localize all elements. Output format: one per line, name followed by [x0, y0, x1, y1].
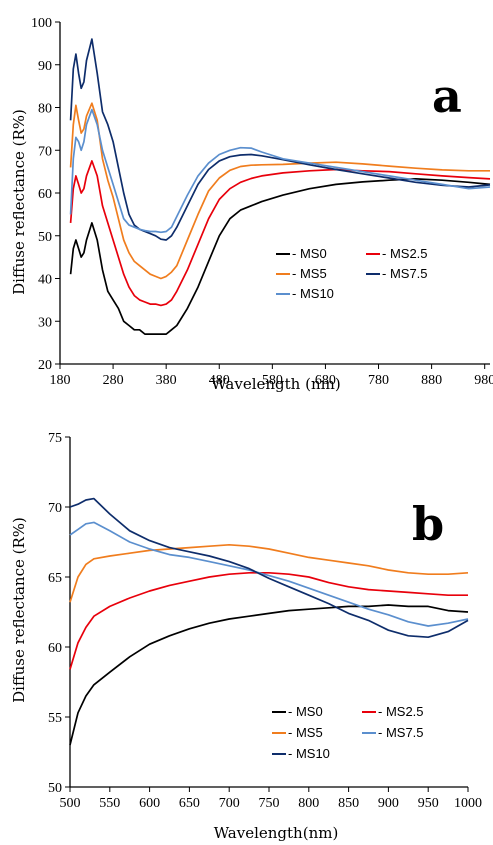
series-line-ms10 [69, 497, 469, 639]
chart-panel-a: Diffuse reflectance (R%) Wavelength (nm)… [10, 16, 493, 393]
y-tick-label: 30 [38, 315, 52, 330]
y-axis-label-a: Diffuse reflectance (R%) [10, 109, 28, 295]
x-tick-label: 800 [298, 796, 319, 811]
legend-label: - MS2.5 [382, 246, 428, 261]
panel-label-a: a [432, 69, 462, 123]
y-tick-label: 70 [48, 501, 62, 516]
x-tick-label: 700 [219, 796, 240, 811]
x-tick-label: 980 [474, 373, 493, 388]
series-line-ms5 [69, 102, 490, 280]
y-tick-label: 50 [38, 230, 52, 245]
x-tick-label: 880 [421, 373, 442, 388]
x-tick-label: 850 [338, 796, 359, 811]
x-tick-label: 180 [50, 373, 71, 388]
y-tick-label: 90 [38, 59, 52, 74]
x-tick-label: 950 [418, 796, 439, 811]
legend-label: - MS5 [292, 266, 327, 281]
legend-label: - MS7.5 [378, 725, 424, 740]
series-line-ms2-5 [69, 160, 491, 307]
series-line-ms0 [69, 604, 469, 746]
x-tick-label: 680 [315, 373, 336, 388]
legend-label: - MS10 [288, 746, 330, 761]
x-tick-label: 280 [103, 373, 124, 388]
legend-label: - MS2.5 [378, 704, 424, 719]
x-tick-label: 580 [262, 373, 283, 388]
x-tick-label: 650 [179, 796, 200, 811]
y-tick-label: 100 [31, 16, 52, 31]
y-tick-label: 65 [48, 571, 62, 586]
x-axis-label-b: Wavelength(nm) [214, 824, 339, 842]
y-tick-label: 55 [48, 711, 62, 726]
x-tick-label: 380 [156, 373, 177, 388]
x-tick-label: 480 [209, 373, 230, 388]
y-tick-label: 60 [38, 187, 52, 202]
x-tick-label: 550 [99, 796, 120, 811]
y-tick-label: 75 [48, 431, 62, 446]
x-tick-label: 780 [368, 373, 389, 388]
series-line-ms5 [69, 543, 469, 603]
y-tick-label: 70 [38, 144, 52, 159]
y-tick-label: 60 [48, 641, 62, 656]
legend-label: - MS10 [292, 286, 334, 301]
chart-panel-b: Diffuse reflectance (R%) Wavelength(nm) … [10, 431, 482, 842]
y-tick-label: 20 [38, 358, 52, 373]
x-tick-label: 900 [378, 796, 399, 811]
x-axis-label-a: Wavelength (nm) [211, 375, 340, 393]
series-line-ms2-5 [69, 571, 468, 670]
y-tick-label: 50 [48, 781, 62, 796]
x-tick-label: 600 [139, 796, 160, 811]
series-line-ms0 [69, 178, 491, 335]
series-line-ms10 [69, 108, 491, 234]
x-tick-label: 1000 [454, 796, 482, 811]
series-line-ms7-5 [69, 38, 491, 241]
y-axis-label-b: Diffuse reflectance (R%) [10, 517, 28, 703]
panel-label-b: b [412, 497, 444, 551]
legend-label: - MS0 [292, 246, 327, 261]
y-tick-label: 80 [38, 102, 52, 117]
legend-label: - MS0 [288, 704, 323, 719]
y-tick-label: 40 [38, 273, 52, 288]
x-tick-label: 500 [60, 796, 81, 811]
legend-label: - MS7.5 [382, 266, 428, 281]
legend-label: - MS5 [288, 725, 323, 740]
series-line-ms7-5 [69, 521, 469, 627]
x-tick-label: 750 [259, 796, 280, 811]
